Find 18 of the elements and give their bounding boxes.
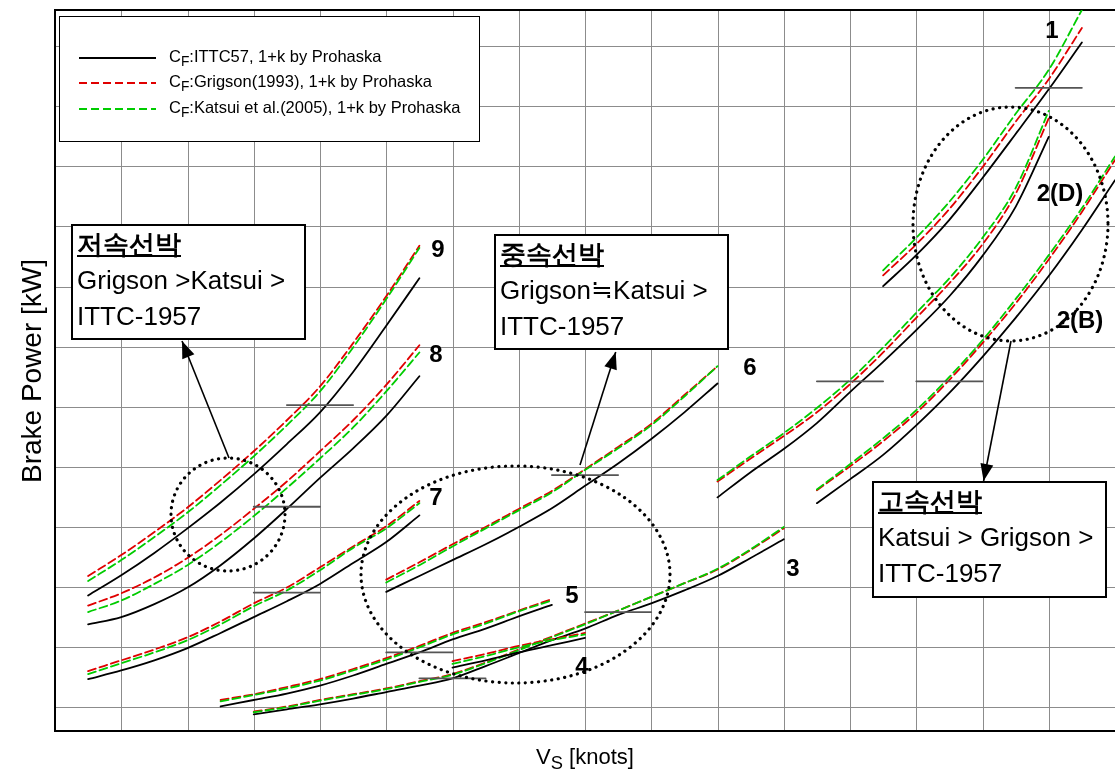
- annotation: 4: [575, 652, 589, 680]
- legend-label: C$_{F}$:Katsui et al.(2005), 1+k by Prohaska: [169, 97, 461, 120]
- legend-label: C$_{F}$:ITTC57, 1+k by Prohaska: [169, 46, 382, 69]
- annotation: 2(B): [1056, 306, 1104, 334]
- annotation: 저속선박 Grigson >Katsui > ITTC-1957: [77, 229, 286, 331]
- annotation: 6: [743, 353, 757, 381]
- annotation: 3: [786, 554, 800, 582]
- annotation: 2(D): [1036, 179, 1084, 207]
- annotation: 7: [429, 483, 443, 511]
- annotation: 1: [1045, 16, 1059, 44]
- annotation: 5: [565, 581, 579, 609]
- y-axis-title: Brake Power [kW]: [16, 258, 48, 483]
- annotation: 8: [429, 340, 443, 368]
- annotation: 고속선박 Katsui > Grigson > ITTC-1957: [878, 486, 1094, 588]
- annotation: 중속선박 Grigson≒Katsui > ITTC-1957: [500, 239, 708, 341]
- annotation: 9: [431, 235, 445, 263]
- legend-label: C$_{F}$:Grigson(1993), 1+k by Prohaska: [169, 72, 432, 95]
- x-axis-title: V$_{S}$ [knots]: [536, 744, 634, 775]
